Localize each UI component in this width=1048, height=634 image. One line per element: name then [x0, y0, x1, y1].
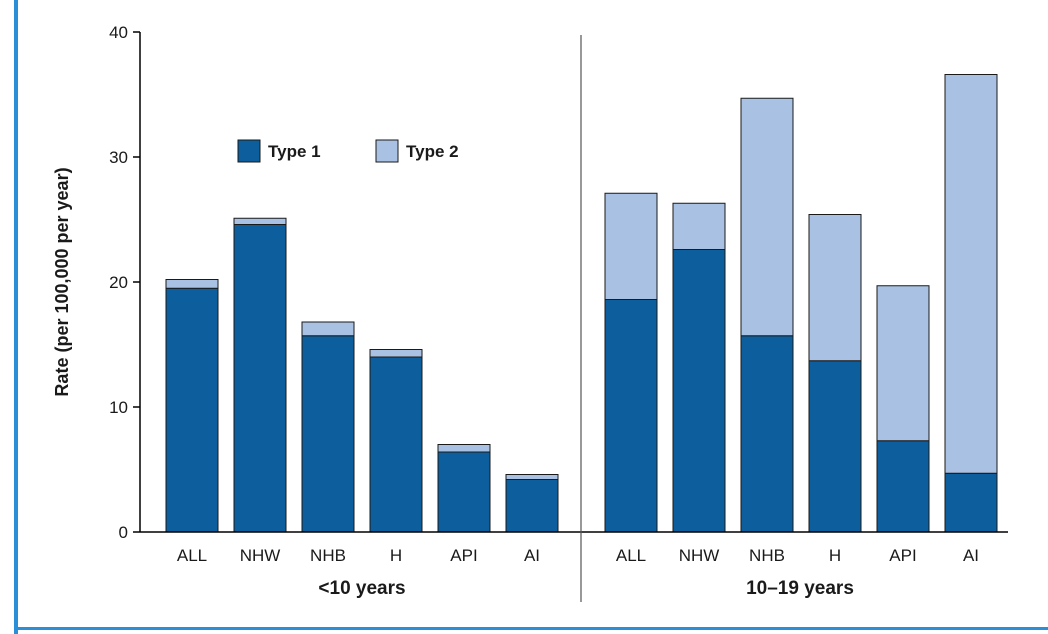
y-tick-label: 40 [109, 23, 128, 42]
bar-segment-type1 [604, 299, 658, 533]
y-tick-label: 0 [119, 523, 128, 542]
x-category-label: API [450, 546, 477, 565]
legend-swatch-type1 [237, 139, 261, 163]
bar-segment-type2 [505, 474, 559, 480]
x-labels-layer: ALL NHW NHB H API AI <10 years ALL NHW NHB H API AI 1… [177, 546, 979, 599]
legend-swatch-type2 [375, 139, 399, 163]
left-border [14, 0, 18, 634]
bottom-border [14, 627, 1048, 630]
group-label: <10 years [318, 578, 405, 599]
bar-segment-type1 [233, 224, 287, 533]
bar-segment-type2 [233, 217, 287, 225]
bar-segment-type2 [165, 279, 219, 289]
legend: Type 1 Type 2 [237, 139, 459, 163]
bar-segment-type2 [604, 192, 658, 300]
x-category-label: H [390, 546, 402, 565]
bar-segment-type2 [437, 444, 491, 453]
bar-segment-type1 [505, 479, 559, 533]
legend-label: Type 1 [268, 142, 321, 161]
bar-segment-type2 [369, 349, 423, 358]
x-category-label: AI [524, 546, 540, 565]
x-category-label: NHB [310, 546, 346, 565]
bar-segment-type1 [740, 335, 794, 533]
bar-segment-type1 [165, 287, 219, 533]
bar-segment-type2 [672, 202, 726, 250]
bar-segment-type1 [944, 472, 998, 533]
bar-segment-type2 [808, 214, 862, 362]
x-category-label: AI [963, 546, 979, 565]
legend-label: Type 2 [406, 142, 459, 161]
y-ticks-layer: 0 10 20 30 40 [109, 23, 140, 542]
bar-segment-type1 [876, 440, 930, 533]
y-tick-label: 30 [109, 148, 128, 167]
bars-layer [165, 74, 998, 533]
x-category-label: H [829, 546, 841, 565]
x-category-label: ALL [616, 546, 646, 565]
bar-segment-type1 [672, 249, 726, 533]
x-category-label: ALL [177, 546, 207, 565]
x-category-label: NHB [749, 546, 785, 565]
y-tick-label: 10 [109, 398, 128, 417]
bar-segment-type2 [740, 97, 794, 337]
bar-segment-type1 [437, 451, 491, 533]
y-tick-label: 20 [109, 273, 128, 292]
x-category-label: NHW [240, 546, 281, 565]
bar-segment-type1 [808, 360, 862, 533]
bar-segment-type1 [301, 335, 355, 533]
bar-segment-type2 [301, 321, 355, 337]
group-label: 10–19 years [746, 578, 854, 599]
bar-segment-type2 [944, 74, 998, 474]
bar-segment-type2 [876, 285, 930, 442]
x-category-label: NHW [679, 546, 720, 565]
x-category-label: API [889, 546, 916, 565]
y-axis-title: Rate (per 100,000 per year) [52, 167, 72, 396]
bar-segment-type1 [369, 356, 423, 533]
